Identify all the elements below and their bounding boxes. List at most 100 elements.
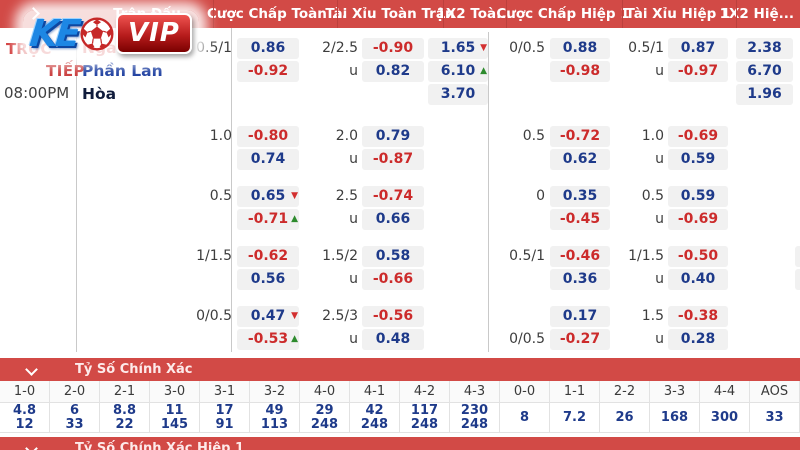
odds-cell-h1-over-under[interactable]: -0.38 <box>668 306 728 327</box>
odds-cell-h1-handicap[interactable]: -0.46 <box>550 246 610 267</box>
score-odds-cell[interactable]: 248 <box>460 417 489 432</box>
odds-cell-h1-handicap[interactable]: -0.98 <box>550 61 610 82</box>
odds-cell-h1-over-under[interactable]: -0.69 <box>668 126 728 147</box>
score-odds-cell[interactable]: 145 <box>160 417 189 432</box>
score-odds-cell[interactable]: 42 <box>365 403 384 418</box>
column-divider <box>76 30 77 352</box>
odds-cell-ft-over-under[interactable]: 0.48 <box>362 329 424 350</box>
header-separator <box>736 0 737 28</box>
odds-table-header: Trận Đấu Cược Chấp Toàn ... Tài Xỉu Toàn… <box>0 0 800 28</box>
correct-score-bar[interactable]: Tỷ Số Chính Xác <box>0 358 800 381</box>
score-odds-cell[interactable]: 300 <box>710 410 739 425</box>
column-divider <box>488 32 489 352</box>
odds-cell-h1-1x2[interactable]: 1.96 <box>736 84 793 105</box>
odds-cell-ft-1x2[interactable]: 1.65 ▼ <box>428 38 488 59</box>
score-odds-cell[interactable]: 22 <box>115 417 134 432</box>
odds-cell-ft-1x2[interactable]: 6.10 ▲ <box>428 61 488 82</box>
score-odds-cell[interactable]: 113 <box>260 417 289 432</box>
odds-value: -0.98 <box>559 63 601 79</box>
odds-cell-ft-1x2[interactable]: 3.70 <box>428 84 488 105</box>
handicap-label: 1.5/2 <box>322 248 358 264</box>
odds-cell-ft-over-under[interactable]: -0.74 <box>362 186 424 207</box>
score-odds-cell[interactable]: 168 <box>660 410 689 425</box>
score-odds-cell[interactable]: 8.8 <box>112 403 137 418</box>
odds-cell-h1-over-under[interactable]: 0.59 <box>668 186 728 207</box>
score-column: 1-1 7.2 <box>550 381 600 432</box>
handicap-label: 1/1.5 <box>628 248 664 264</box>
odds-cell-ft-handicap[interactable]: 0.74 <box>237 149 299 170</box>
score-odds-cell[interactable]: 91 <box>215 417 234 432</box>
correct-score-table: 1-0 4.8 12 2-0 6 33 2-1 8.8 22 3-0 11 145 3-1 17 91 3-2… <box>0 381 800 433</box>
odds-cell-ft-over-under[interactable]: -0.66 <box>362 269 424 290</box>
score-odds-cell[interactable]: 117 <box>410 403 439 418</box>
match-live-status: TIẾP <box>46 62 86 80</box>
under-label: u <box>655 331 664 347</box>
odds-cell-h1-over-under[interactable]: -0.97 <box>668 61 728 82</box>
odds-cell-ft-over-under[interactable]: 0.66 <box>362 209 424 230</box>
score-odds-cell[interactable]: 33 <box>765 410 784 425</box>
odds-cell-h1-over-under[interactable]: -0.69 <box>668 209 728 230</box>
score-odds-cell[interactable]: 7.2 <box>562 410 587 425</box>
score-odds-cell[interactable]: 230 <box>460 403 489 418</box>
score-odds-cell[interactable]: 26 <box>615 410 634 425</box>
score-odds-cell[interactable]: 33 <box>65 417 84 432</box>
header-separator <box>506 0 507 28</box>
score-odds-cell[interactable]: 8 <box>519 410 530 425</box>
odds-cell-h1-handicap[interactable]: 0.17 <box>550 306 610 327</box>
odds-cell-h1-handicap[interactable]: -0.45 <box>550 209 610 230</box>
odds-cell-ft-handicap[interactable]: -0.92 <box>237 61 299 82</box>
odds-cell-ft-handicap[interactable]: 0.56 <box>237 269 299 290</box>
score-column: 4-0 29 248 <box>300 381 350 432</box>
odds-cell-ft-handicap[interactable]: 0.65 ▼ <box>237 186 299 207</box>
odds-value: 0.74 <box>250 151 286 167</box>
correct-score-h1-bar[interactable]: Tỷ Số Chính Xác Hiệp 1 <box>0 437 800 450</box>
score-odds-cell[interactable]: 29 <box>315 403 334 418</box>
odds-cell-h1-handicap[interactable]: -0.27 <box>550 329 610 350</box>
odds-cell-h1-handicap[interactable]: 0.36 <box>550 269 610 290</box>
odds-cell-h1-1x2[interactable]: 2.38 <box>736 38 793 59</box>
odds-cell-h1-over-under[interactable]: 0.40 <box>668 269 728 290</box>
logo-text-vip: VIP <box>115 13 192 54</box>
odds-cell-ft-over-under[interactable]: 0.82 <box>362 61 424 82</box>
odds-cell-h1-handicap[interactable]: 0.35 <box>550 186 610 207</box>
odds-cell-ft-handicap[interactable]: -0.80 <box>237 126 299 147</box>
odds-cell-h1-over-under[interactable]: 0.87 <box>668 38 728 59</box>
odds-cell-ft-over-under[interactable]: -0.56 <box>362 306 424 327</box>
odds-cell-ft-over-under[interactable]: -0.90 <box>362 38 424 59</box>
odds-cell-ft-handicap[interactable]: -0.71 ▲ <box>237 209 299 230</box>
odds-cell-ft-handicap[interactable]: 0.86 <box>237 38 299 59</box>
correct-score-h1-title: Tỷ Số Chính Xác Hiệp 1 <box>75 441 245 450</box>
score-odds-cell[interactable]: 11 <box>165 403 184 418</box>
odds-value: 0.35 <box>562 188 598 204</box>
score-odds-cell[interactable]: 4.8 <box>12 403 37 418</box>
score-odds-cell[interactable]: 248 <box>360 417 389 432</box>
odds-cell-ft-over-under[interactable]: -0.87 <box>362 149 424 170</box>
odds-cell-h1-over-under[interactable]: 0.59 <box>668 149 728 170</box>
score-header-cell: 4-2 <box>400 381 449 403</box>
score-odds-cell[interactable]: 12 <box>15 417 34 432</box>
score-odds-cell[interactable]: 49 <box>265 403 284 418</box>
odds-cell-h1-handicap[interactable]: 0.88 <box>550 38 610 59</box>
score-odds-cell[interactable]: 17 <box>215 403 234 418</box>
odds-cell-ft-handicap[interactable]: -0.62 <box>237 246 299 267</box>
handicap-label: 1.5 <box>641 308 664 324</box>
odds-value: 0.48 <box>375 331 411 347</box>
score-header-cell: 2-0 <box>50 381 99 403</box>
score-odds-cell[interactable]: 248 <box>310 417 339 432</box>
handicap-label: 0.5/1 <box>628 40 664 56</box>
odds-cell-ft-over-under[interactable]: 0.79 <box>362 126 424 147</box>
odds-cell-ft-handicap[interactable]: -0.53 ▲ <box>237 329 299 350</box>
odds-cell-h1-handicap[interactable]: 0.62 <box>550 149 610 170</box>
odds-cell-ft-handicap[interactable]: 0.47 ▼ <box>237 306 299 327</box>
score-header-cell: AOS <box>750 381 799 403</box>
score-odds-cell[interactable]: 6 <box>69 403 80 418</box>
odds-value: 0.82 <box>375 63 411 79</box>
score-column: 3-2 49 113 <box>250 381 300 432</box>
odds-cell-h1-handicap[interactable]: -0.72 <box>550 126 610 147</box>
odds-cell-h1-over-under[interactable]: -0.50 <box>668 246 728 267</box>
odds-cell-ft-over-under[interactable]: 0.58 <box>362 246 424 267</box>
handicap-label: 0 <box>536 188 545 204</box>
score-odds-cell[interactable]: 248 <box>410 417 439 432</box>
odds-cell-h1-1x2[interactable]: 6.70 <box>736 61 793 82</box>
odds-cell-h1-over-under[interactable]: 0.28 <box>668 329 728 350</box>
